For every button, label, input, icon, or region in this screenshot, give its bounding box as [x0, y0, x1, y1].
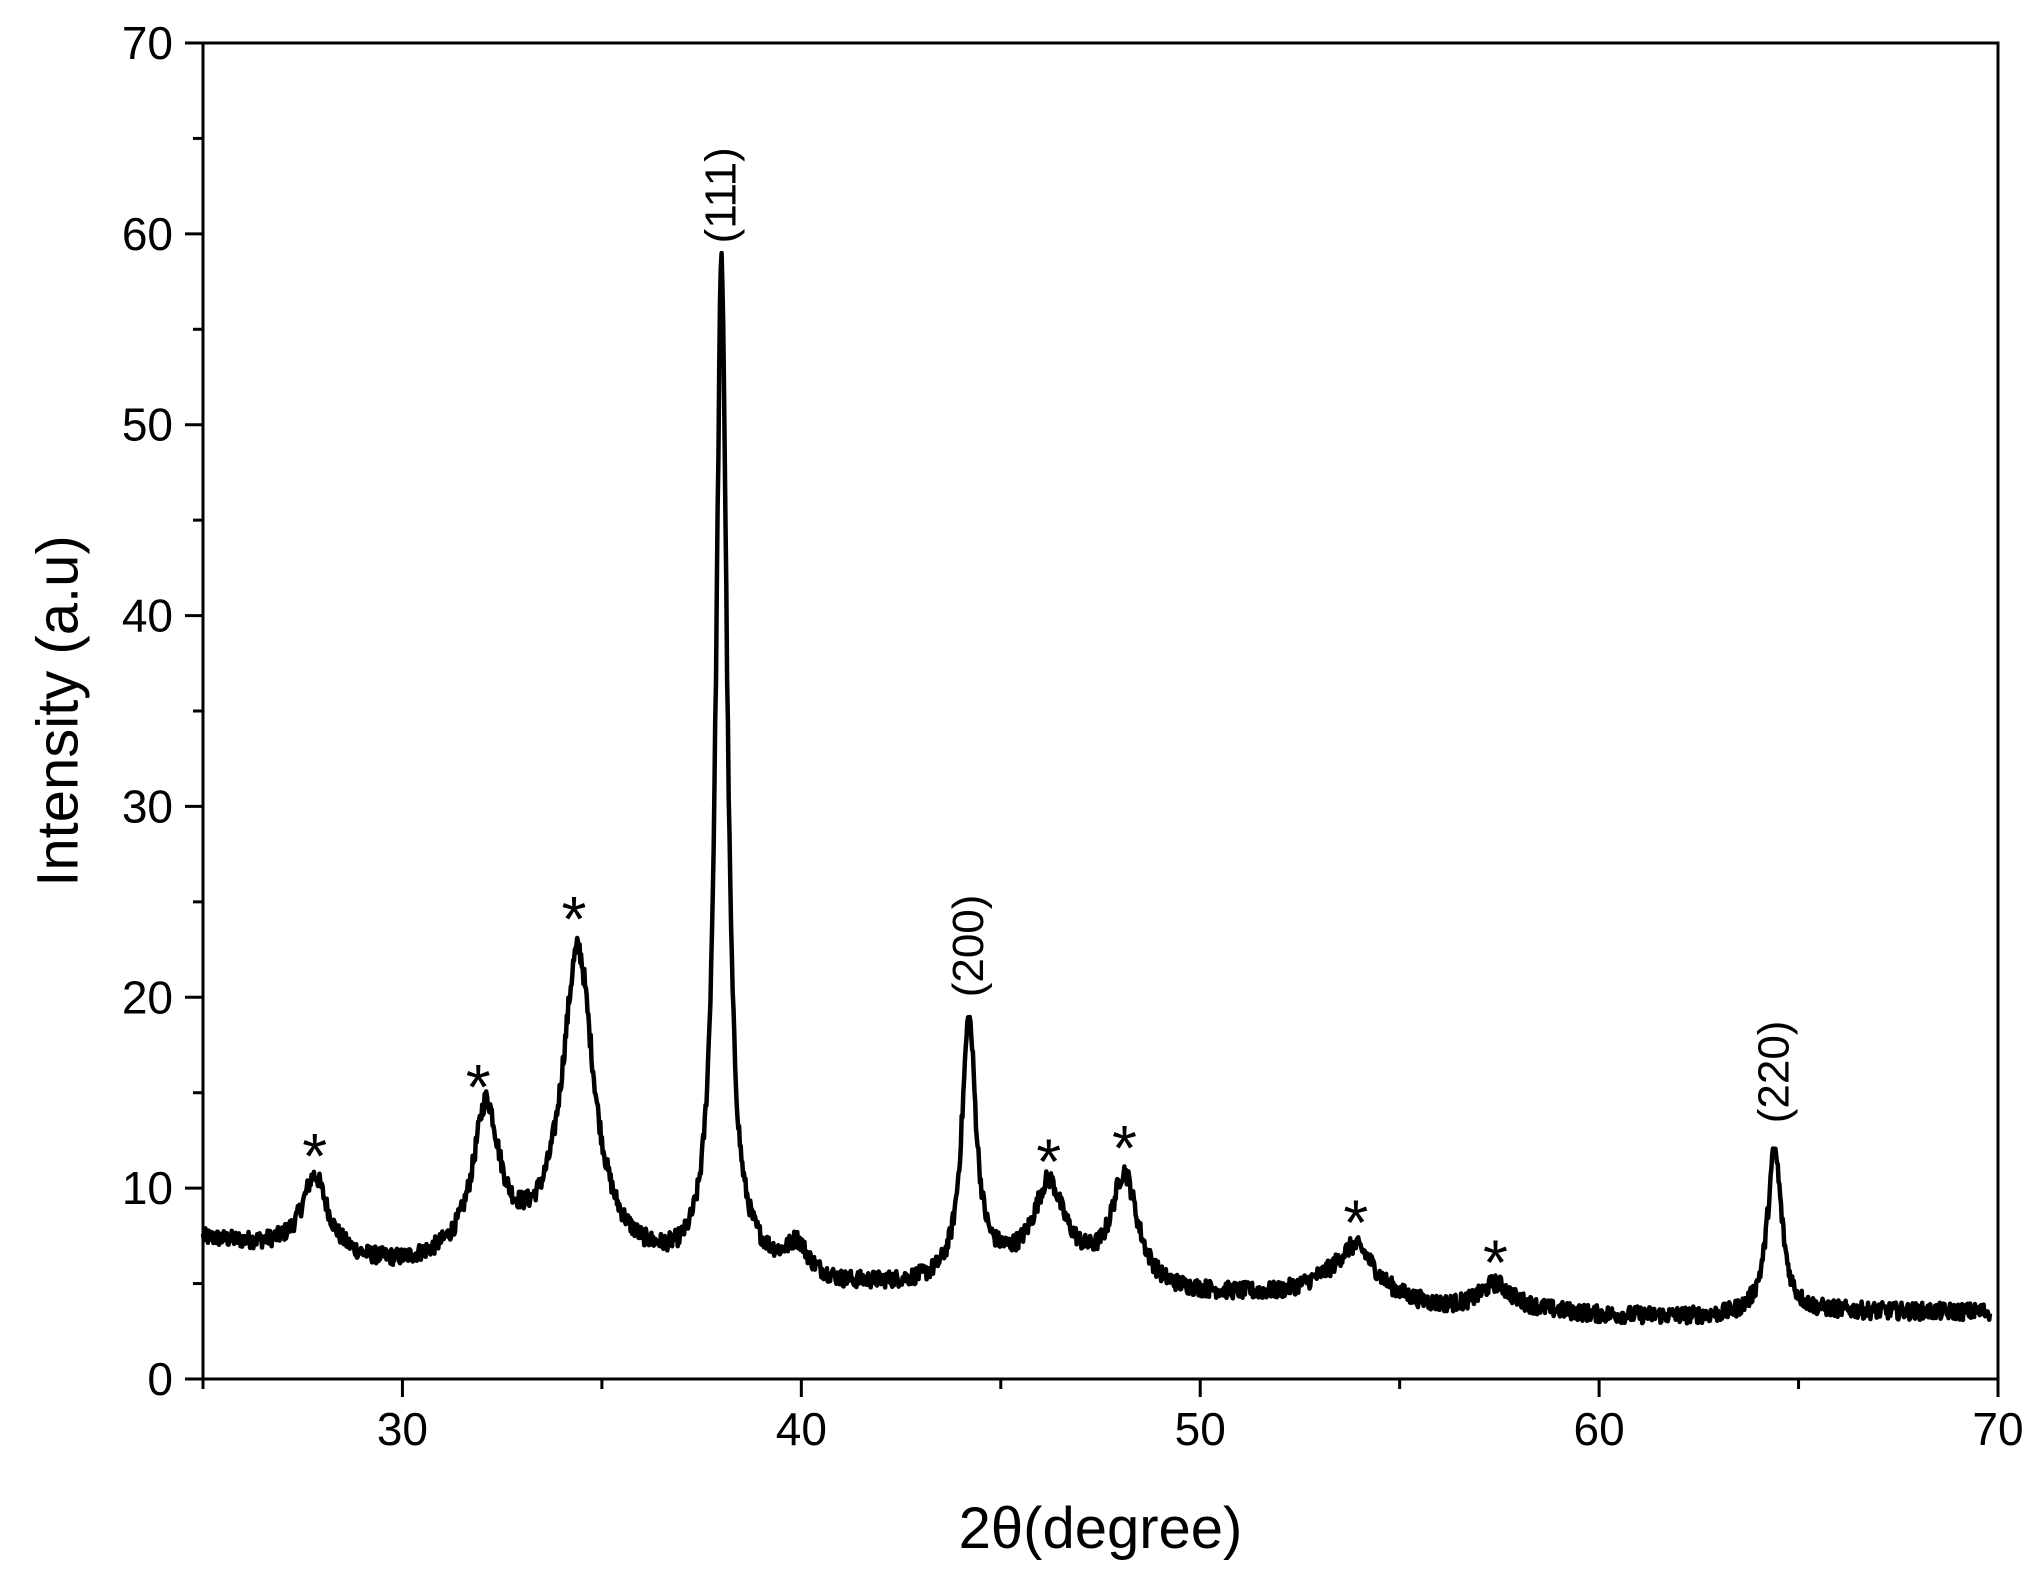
impurity-marker: *	[466, 1051, 491, 1123]
x-tick-label: 70	[1972, 1403, 2023, 1455]
y-tick-label: 60	[122, 208, 173, 260]
y-tick-label: 30	[122, 780, 173, 832]
impurity-marker: *	[562, 883, 587, 955]
impurity-marker: *	[1343, 1187, 1368, 1259]
impurity-marker: *	[1112, 1112, 1137, 1184]
xrd-series-line	[200, 250, 1993, 1326]
peak-label: (220)	[1750, 1021, 1799, 1124]
tick-labels: 30 40 50 60 70 0 10 20 30 40 50 60 70	[122, 17, 2024, 1455]
y-tick-label: 50	[122, 399, 173, 451]
x-tick-label: 60	[1574, 1403, 1625, 1455]
y-tick-label: 40	[122, 590, 173, 642]
x-tick-label: 40	[776, 1403, 827, 1455]
y-tick-label: 70	[122, 17, 173, 69]
impurity-marker: *	[302, 1120, 327, 1192]
axis-ticks	[185, 41, 2000, 1397]
peak-label: (111)	[697, 147, 746, 243]
peak-label: (200)	[944, 895, 993, 998]
peak-annotations: (111) (200) (220) * * * * * * *	[302, 147, 1798, 1298]
y-tick-label: 20	[122, 971, 173, 1023]
plot-area	[200, 41, 2000, 1381]
x-tick-label: 30	[377, 1403, 428, 1455]
y-tick-label: 0	[147, 1353, 173, 1405]
x-tick-label: 50	[1175, 1403, 1226, 1455]
x-axis-label: 2θ(degree)	[959, 1496, 1243, 1561]
y-axis-label: Intensity (a.u)	[25, 535, 90, 886]
impurity-marker: *	[1036, 1126, 1061, 1198]
impurity-marker: *	[1483, 1227, 1508, 1299]
y-tick-label: 10	[122, 1162, 173, 1214]
